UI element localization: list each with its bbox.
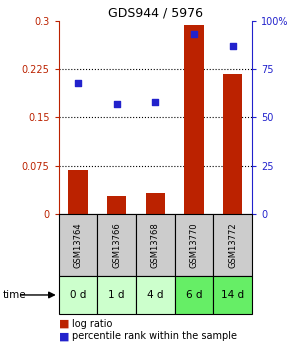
- Text: 1 d: 1 d: [108, 290, 125, 300]
- Text: 14 d: 14 d: [221, 290, 244, 300]
- Text: ■: ■: [59, 332, 69, 341]
- Text: 4 d: 4 d: [147, 290, 163, 300]
- Bar: [175, 214, 213, 276]
- Point: [153, 99, 158, 105]
- Text: 6 d: 6 d: [186, 290, 202, 300]
- Bar: [213, 214, 252, 276]
- Bar: [136, 214, 175, 276]
- Bar: [107, 196, 126, 214]
- Bar: [223, 73, 242, 214]
- Point: [230, 43, 235, 49]
- Bar: [59, 276, 97, 314]
- Text: 0 d: 0 d: [70, 290, 86, 300]
- Text: GSM13770: GSM13770: [190, 222, 198, 268]
- Title: GDS944 / 5976: GDS944 / 5976: [108, 7, 203, 20]
- Text: percentile rank within the sample: percentile rank within the sample: [72, 332, 237, 341]
- Text: GSM13766: GSM13766: [112, 222, 121, 268]
- Bar: [97, 214, 136, 276]
- Bar: [97, 276, 136, 314]
- Point: [114, 101, 119, 107]
- Bar: [146, 193, 165, 214]
- Point: [76, 80, 80, 85]
- Text: GSM13768: GSM13768: [151, 222, 160, 268]
- Text: time: time: [3, 290, 27, 300]
- Bar: [59, 214, 97, 276]
- Text: GSM13764: GSM13764: [74, 222, 82, 268]
- Bar: [136, 276, 175, 314]
- Bar: [68, 170, 88, 214]
- Bar: [213, 276, 252, 314]
- Bar: [175, 276, 213, 314]
- Text: log ratio: log ratio: [72, 319, 112, 328]
- Text: GSM13772: GSM13772: [228, 222, 237, 268]
- Bar: [184, 25, 204, 214]
- Point: [192, 31, 196, 37]
- Text: ■: ■: [59, 319, 69, 328]
